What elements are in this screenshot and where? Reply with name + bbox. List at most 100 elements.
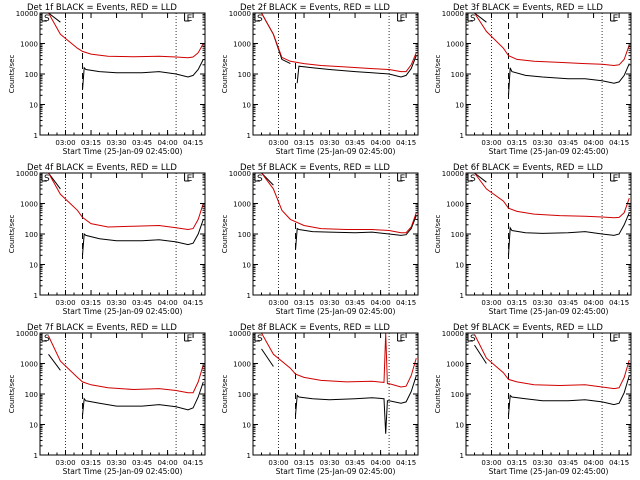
plot-frame (465, 332, 632, 456)
x-tick-label: 03:30 (532, 459, 552, 467)
series-line-lld (48, 335, 204, 394)
y-tick-label: 10000 (229, 10, 251, 18)
marker-s-label: S (257, 174, 263, 184)
chart-title: Det 4f BLACK = Events, RED = LLD (27, 163, 177, 173)
series-line-lld (466, 173, 630, 219)
x-tick-label: 03:00 (481, 139, 501, 147)
chart-title: Det 9f BLACK = Events, RED = LLD (453, 323, 603, 333)
chart-title: Det 5f BLACK = Events, RED = LLD (240, 163, 390, 173)
marker-s-label: S (44, 334, 50, 344)
y-tick-label: 1 (247, 132, 251, 140)
chart-title: Det 2f BLACK = Events, RED = LLD (240, 3, 390, 13)
series-line-lld (474, 334, 630, 390)
x-tick-label: 04:15 (609, 139, 629, 147)
x-tick-label: 04:00 (583, 139, 603, 147)
y-tick-label: 10000 (16, 10, 38, 18)
y-tick-label: 1000 (446, 361, 464, 369)
y-tick-label: 10 (29, 262, 38, 270)
y-tick-label: 10 (29, 102, 38, 110)
x-axis-label: Start Time (25-Jan-09 02:45:00) (489, 307, 609, 316)
y-tick-label: 100 (238, 391, 251, 399)
y-tick-label: 1000 (233, 361, 251, 369)
x-tick-label: 03:00 (481, 459, 501, 467)
x-tick-label: 04:00 (370, 139, 390, 147)
y-tick-label: 10 (242, 422, 251, 430)
x-tick-label: 04:15 (183, 459, 203, 467)
chart-title: Det 1f BLACK = Events, RED = LLD (27, 3, 177, 13)
y-axis-label: Counts/sec (434, 215, 442, 254)
x-tick-label: 03:30 (532, 139, 552, 147)
y-tick-label: 1 (34, 292, 38, 300)
x-tick-label: 03:45 (345, 299, 365, 307)
marker-s-label: S (470, 14, 476, 24)
chart-title: Det 3f BLACK = Events, RED = LLD (453, 3, 603, 13)
y-tick-label: 100 (238, 71, 251, 79)
x-tick-label: 03:45 (132, 459, 152, 467)
x-tick-label: 04:15 (609, 459, 629, 467)
chart-title: Det 6f BLACK = Events, RED = LLD (453, 163, 603, 173)
x-tick-label: 04:15 (396, 139, 416, 147)
x-tick-label: 03:00 (268, 139, 288, 147)
x-tick-label: 03:15 (507, 459, 527, 467)
marker-e-label: E (613, 174, 619, 184)
marker-e-label: E (400, 14, 406, 24)
x-tick-label: 04:15 (396, 299, 416, 307)
x-tick-label: 04:00 (370, 459, 390, 467)
y-tick-label: 1000 (446, 201, 464, 209)
marker-s-label: S (470, 174, 476, 184)
x-tick-label: 04:15 (396, 459, 416, 467)
x-tick-label: 03:30 (319, 299, 339, 307)
y-tick-label: 10 (242, 262, 251, 270)
x-tick-label: 03:15 (294, 299, 314, 307)
y-axis-label: Counts/sec (434, 375, 442, 414)
series-line-events (40, 173, 204, 256)
x-axis-label: Start Time (25-Jan-09 02:45:00) (276, 147, 396, 156)
plot-frame (39, 12, 206, 136)
x-tick-label: 03:15 (294, 459, 314, 467)
x-axis-label: Start Time (25-Jan-09 02:45:00) (489, 467, 609, 476)
x-axis-label: Start Time (25-Jan-09 02:45:00) (63, 147, 183, 156)
plot-frame (465, 12, 632, 136)
series-line-lld (466, 13, 630, 67)
series-line-lld (261, 333, 417, 388)
y-axis-label: Counts/sec (8, 375, 16, 414)
y-tick-label: 1 (247, 292, 251, 300)
x-tick-label: 04:15 (609, 299, 629, 307)
x-tick-label: 03:30 (106, 459, 126, 467)
x-tick-label: 03:15 (507, 139, 527, 147)
x-tick-label: 03:00 (55, 459, 75, 467)
x-tick-label: 03:15 (81, 459, 101, 467)
y-tick-label: 1 (460, 132, 464, 140)
x-tick-label: 03:45 (345, 459, 365, 467)
y-tick-label: 1000 (20, 41, 38, 49)
x-tick-label: 04:00 (370, 299, 390, 307)
x-tick-label: 03:45 (558, 299, 578, 307)
marker-s-label: S (470, 334, 476, 344)
plot-frame (39, 172, 206, 296)
x-axis-label: Start Time (25-Jan-09 02:45:00) (63, 307, 183, 316)
y-tick-label: 100 (25, 71, 38, 79)
y-tick-label: 1 (460, 292, 464, 300)
y-axis-label: Counts/sec (221, 215, 229, 254)
y-tick-label: 10 (455, 262, 464, 270)
x-tick-label: 03:00 (481, 299, 501, 307)
y-tick-label: 1 (34, 452, 38, 460)
y-tick-label: 10000 (229, 170, 251, 178)
x-tick-label: 03:00 (55, 139, 75, 147)
plot-frame (252, 332, 419, 456)
y-axis-label: Counts/sec (8, 55, 16, 94)
x-tick-label: 03:00 (268, 299, 288, 307)
marker-e-label: E (187, 334, 193, 344)
x-tick-label: 03:45 (132, 299, 152, 307)
y-tick-label: 1000 (20, 361, 38, 369)
x-tick-label: 03:30 (106, 299, 126, 307)
x-tick-label: 04:15 (183, 139, 203, 147)
x-tick-label: 04:00 (583, 459, 603, 467)
x-tick-label: 03:45 (132, 139, 152, 147)
